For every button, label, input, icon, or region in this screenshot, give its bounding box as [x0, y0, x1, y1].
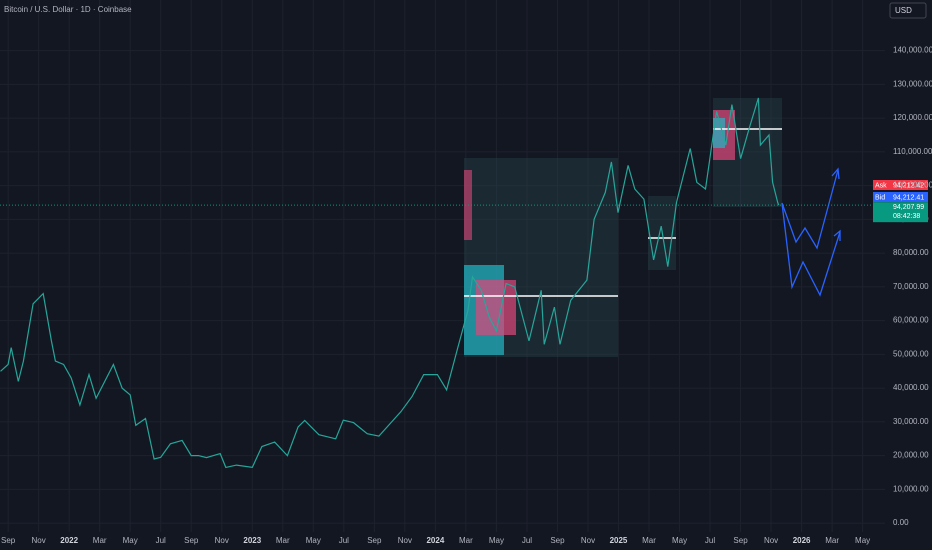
- x-tick-label: 2023: [243, 536, 261, 545]
- y-tick-label: 80,000.00: [893, 248, 929, 257]
- projection-arrow: [833, 229, 841, 241]
- x-tick-label: Sep: [184, 536, 199, 545]
- bid-box: [873, 192, 928, 202]
- y-tick-label: 120,000.00: [893, 113, 932, 122]
- y-tick-label: 110,000.00: [893, 147, 932, 156]
- y-tick-label: 0.00: [893, 518, 909, 527]
- projection-path: [781, 202, 841, 297]
- ask-price: 94,212.42: [893, 182, 924, 189]
- x-tick-label: Sep: [1, 536, 16, 545]
- x-tick-label: 2022: [60, 536, 78, 545]
- chart-title: Bitcoin / U.S. Dollar · 1D · Coinbase: [4, 5, 132, 14]
- projections: [781, 167, 841, 297]
- x-tick-label: Nov: [32, 536, 46, 545]
- x-tick-label: Jul: [156, 536, 166, 545]
- x-tick-label: May: [123, 536, 138, 545]
- x-tick-label: Mar: [642, 536, 656, 545]
- x-tick-label: Jul: [339, 536, 349, 545]
- x-tick-label: 2024: [426, 536, 444, 545]
- bid-price: 94,212.41: [893, 194, 924, 201]
- x-tick-label: 2025: [610, 536, 628, 545]
- y-tick-label: 140,000.00: [893, 46, 932, 55]
- countdown-label: 08:42:38: [893, 213, 920, 220]
- x-tick-label: Sep: [367, 536, 382, 545]
- ask-label: Ask: [875, 182, 887, 189]
- x-tick-label: Sep: [733, 536, 748, 545]
- x-tick-label: Mar: [459, 536, 473, 545]
- y-tick-label: 70,000.00: [893, 282, 929, 291]
- x-tick-label: Mar: [825, 536, 839, 545]
- x-tick-label: Nov: [215, 536, 229, 545]
- projection-arrow: [831, 167, 840, 180]
- x-tick-label: Nov: [764, 536, 778, 545]
- x-tick-label: Mar: [93, 536, 107, 545]
- ask-box: [873, 180, 928, 190]
- x-tick-label: 2026: [793, 536, 811, 545]
- x-tick-label: Mar: [276, 536, 290, 545]
- x-tick-label: May: [306, 536, 321, 545]
- x-tick-label: Sep: [550, 536, 565, 545]
- projection-path: [781, 169, 839, 250]
- y-tick-label: 130,000.00: [893, 79, 932, 88]
- price-plot: [0, 97, 780, 469]
- x-tick-label: Nov: [398, 536, 412, 545]
- x-tick-label: Nov: [581, 536, 595, 545]
- price-labels: Ask 94,212.42 Bid 94,212.41: [873, 180, 928, 202]
- grid: [0, 0, 885, 532]
- y-tick-label: 10,000.00: [893, 484, 929, 493]
- last-price-label: 94,207.99: [893, 204, 924, 211]
- x-tick-label: May: [489, 536, 504, 545]
- x-tick-label: May: [672, 536, 687, 545]
- currency-button[interactable]: [889, 2, 927, 19]
- x-tick-label: May: [855, 536, 870, 545]
- currency-label[interactable]: USD: [895, 6, 912, 15]
- y-tick-label: 30,000.00: [893, 417, 929, 426]
- bid-label: Bid: [875, 194, 885, 201]
- profile-histogram: [713, 118, 725, 148]
- y-tick-label: 50,000.00: [893, 349, 929, 358]
- y-tick-label: 100,000.00: [893, 181, 932, 190]
- y-tick-label: 40,000.00: [893, 383, 929, 392]
- price-line: [0, 97, 780, 469]
- y-tick-label: 60,000.00: [893, 316, 929, 325]
- profile-histogram: [476, 280, 516, 335]
- y-tick-label: 20,000.00: [893, 451, 929, 460]
- x-tick-label: Jul: [705, 536, 715, 545]
- last-price-box: [873, 202, 928, 223]
- x-tick-label: Jul: [522, 536, 532, 545]
